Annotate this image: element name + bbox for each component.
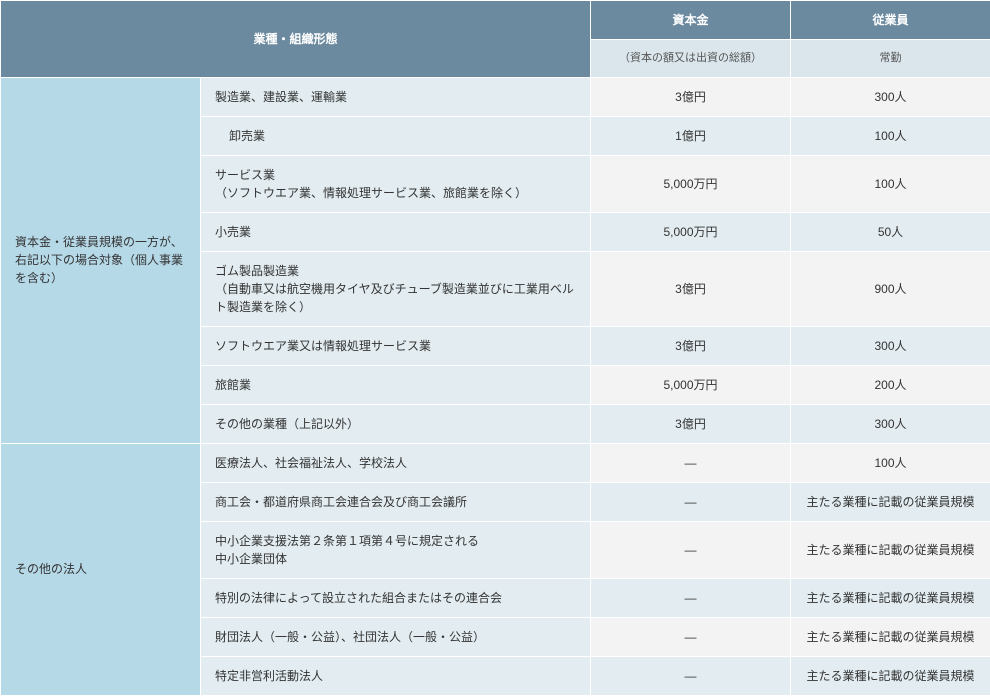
employees-cell: 300人	[791, 77, 990, 116]
employees-cell: 100人	[791, 155, 990, 212]
table-body: 資本金・従業員規模の一方が、右記以下の場合対象（個人事業を含む）製造業、建設業、…	[1, 77, 990, 695]
employees-cell: 900人	[791, 251, 990, 326]
industry-cell: 医療法人、社会福祉法人、学校法人	[201, 443, 591, 482]
industry-cell: 商工会・都道府県商工会連合会及び商工会議所	[201, 482, 591, 521]
capital-cell: —	[591, 578, 791, 617]
group-label: その他の法人	[1, 443, 201, 695]
capital-cell: 5,000万円	[591, 155, 791, 212]
capital-cell: 1億円	[591, 116, 791, 155]
employees-cell: 100人	[791, 116, 990, 155]
employees-cell: 主たる業種に記載の従業員規模	[791, 656, 990, 695]
industry-cell: 中小企業支援法第２条第１項第４号に規定される 中小企業団体	[201, 521, 591, 578]
capital-cell: 5,000万円	[591, 365, 791, 404]
header-capital: 資本金	[591, 1, 791, 40]
employees-cell: 300人	[791, 326, 990, 365]
capital-cell: —	[591, 521, 791, 578]
capital-cell: —	[591, 482, 791, 521]
employees-cell: 50人	[791, 212, 990, 251]
industry-cell: 小売業	[201, 212, 591, 251]
industry-cell: 特定非営利活動法人	[201, 656, 591, 695]
group-label: 資本金・従業員規模の一方が、右記以下の場合対象（個人事業を含む）	[1, 77, 201, 443]
industry-cell: サービス業 （ソフトウエア業、情報処理サービス業、旅館業を除く）	[201, 155, 591, 212]
employees-cell: 主たる業種に記載の従業員規模	[791, 578, 990, 617]
capital-cell: —	[591, 617, 791, 656]
industry-cell: 旅館業	[201, 365, 591, 404]
industry-cell: ゴム製品製造業 （自動車又は航空機用タイヤ及びチューブ製造業並びに工業用ベルト製…	[201, 251, 591, 326]
capital-cell: —	[591, 443, 791, 482]
header-employees: 従業員	[791, 1, 990, 40]
capital-cell: 3億円	[591, 77, 791, 116]
capital-cell: 5,000万円	[591, 212, 791, 251]
header-industry: 業種・組織形態	[1, 1, 591, 78]
employees-cell: 主たる業種に記載の従業員規模	[791, 482, 990, 521]
industry-cell: ソフトウエア業又は情報処理サービス業	[201, 326, 591, 365]
employees-cell: 300人	[791, 404, 990, 443]
capital-cell: 3億円	[591, 251, 791, 326]
industry-cell: 特別の法律によって設立された組合またはその連合会	[201, 578, 591, 617]
employees-cell: 主たる業種に記載の従業員規模	[791, 521, 990, 578]
subheader-employees: 常勤	[791, 40, 990, 78]
employees-cell: 主たる業種に記載の従業員規模	[791, 617, 990, 656]
table-row: 資本金・従業員規模の一方が、右記以下の場合対象（個人事業を含む）製造業、建設業、…	[1, 77, 990, 116]
eligibility-table: 業種・組織形態 資本金 従業員 （資本の額又は出資の総額） 常勤 資本金・従業員…	[0, 0, 990, 696]
industry-cell: その他の業種（上記以外）	[201, 404, 591, 443]
capital-cell: 3億円	[591, 404, 791, 443]
subheader-capital: （資本の額又は出資の総額）	[591, 40, 791, 78]
capital-cell: 3億円	[591, 326, 791, 365]
table-row: その他の法人医療法人、社会福祉法人、学校法人—100人	[1, 443, 990, 482]
industry-cell: 卸売業	[201, 116, 591, 155]
industry-cell: 製造業、建設業、運輸業	[201, 77, 591, 116]
industry-cell: 財団法人（一般・公益）、社団法人（一般・公益）	[201, 617, 591, 656]
employees-cell: 100人	[791, 443, 990, 482]
employees-cell: 200人	[791, 365, 990, 404]
capital-cell: —	[591, 656, 791, 695]
